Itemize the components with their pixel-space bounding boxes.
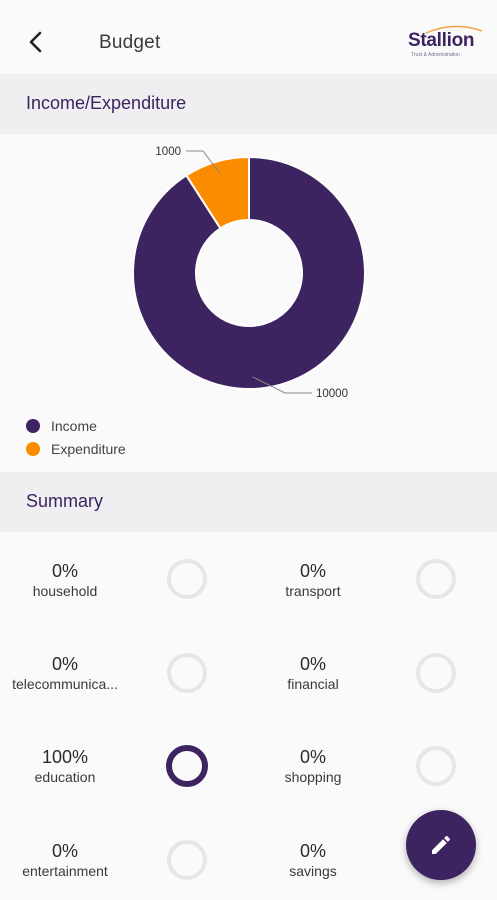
summary-category: savings bbox=[289, 863, 337, 879]
summary-percent: 0% bbox=[299, 841, 326, 861]
summary-item-household: 0% household bbox=[0, 560, 130, 600]
logo-tagline: Trust & Administration bbox=[411, 52, 460, 58]
summary-percent: 0% bbox=[51, 654, 78, 674]
ring-track bbox=[167, 653, 207, 693]
income-expenditure-title: Income/Expenditure bbox=[26, 93, 187, 113]
summary-category: transport bbox=[285, 583, 341, 599]
summary-category: financial bbox=[287, 676, 339, 692]
summary-category: telecommunica... bbox=[12, 676, 118, 692]
summary-percent: 0% bbox=[299, 561, 326, 581]
summary-category: shopping bbox=[284, 769, 342, 785]
summary-item-savings: 0% savings bbox=[248, 840, 378, 880]
summary-percent: 0% bbox=[51, 561, 78, 581]
summary-item-transport: 0% transport bbox=[248, 560, 378, 600]
summary-percent: 100% bbox=[41, 747, 89, 767]
summary-percent: 0% bbox=[51, 841, 78, 861]
data-label-income: 10000 bbox=[316, 388, 348, 400]
ring-track bbox=[416, 653, 456, 693]
legend-item-income: Income bbox=[26, 414, 126, 437]
arrow-back-icon bbox=[29, 31, 42, 53]
logo-arc-icon bbox=[425, 25, 483, 34]
stallion-logo: Stallion Trust & Administration bbox=[400, 22, 490, 62]
ring-progress bbox=[166, 745, 208, 787]
legend-swatch-expenditure bbox=[26, 441, 40, 456]
donut-slice-income[interactable] bbox=[132, 155, 366, 390]
leader-line-expenditure bbox=[186, 150, 221, 174]
leader-line-income bbox=[252, 376, 312, 394]
telecommunication-progress-ring bbox=[167, 653, 207, 693]
income-expenditure-chart: 1000 10000 bbox=[0, 134, 497, 404]
summary-category: entertainment bbox=[22, 863, 108, 879]
summary-item-telecommunication: 0% telecommunica... bbox=[0, 653, 130, 693]
summary-percent: 0% bbox=[299, 747, 326, 767]
household-progress-ring bbox=[167, 559, 207, 599]
income-expenditure-header: Income/Expenditure bbox=[0, 74, 497, 134]
summary-item-financial: 0% financial bbox=[248, 653, 378, 693]
education-progress-ring bbox=[166, 745, 208, 787]
legend-item-expenditure: Expenditure bbox=[26, 437, 126, 460]
legend-label-income: Income bbox=[51, 417, 97, 434]
page-title: Budget bbox=[99, 32, 161, 53]
legend-swatch-income bbox=[26, 418, 40, 433]
ring-track bbox=[416, 559, 456, 599]
shopping-progress-ring bbox=[416, 746, 456, 786]
summary-title: Summary bbox=[26, 491, 104, 511]
donut-chart-svg: 1000 10000 bbox=[132, 146, 366, 400]
summary-header: Summary bbox=[0, 472, 497, 532]
summary-category: household bbox=[32, 583, 98, 599]
ring-track bbox=[167, 840, 207, 880]
entertainment-progress-ring bbox=[167, 840, 207, 880]
summary-category: education bbox=[34, 769, 96, 785]
summary-item-education: 100% education bbox=[0, 746, 130, 786]
logo-wordmark: Stallion bbox=[408, 30, 475, 51]
app-bar: Budget Stallion Trust & Administration bbox=[0, 0, 497, 74]
summary-percent: 0% bbox=[299, 654, 326, 674]
financial-progress-ring bbox=[416, 653, 456, 693]
edit-pencil-icon bbox=[432, 835, 451, 854]
summary-item-entertainment: 0% entertainment bbox=[0, 840, 130, 880]
chart-legend: Income Expenditure bbox=[26, 414, 126, 460]
legend-label-expenditure: Expenditure bbox=[51, 440, 126, 457]
summary-item-shopping: 0% shopping bbox=[248, 746, 378, 786]
edit-budget-button[interactable] bbox=[406, 810, 476, 880]
data-label-expenditure: 1000 bbox=[155, 146, 181, 158]
back-button[interactable] bbox=[14, 20, 58, 64]
ring-track bbox=[167, 559, 207, 599]
transport-progress-ring bbox=[416, 559, 456, 599]
ring-track bbox=[416, 746, 456, 786]
